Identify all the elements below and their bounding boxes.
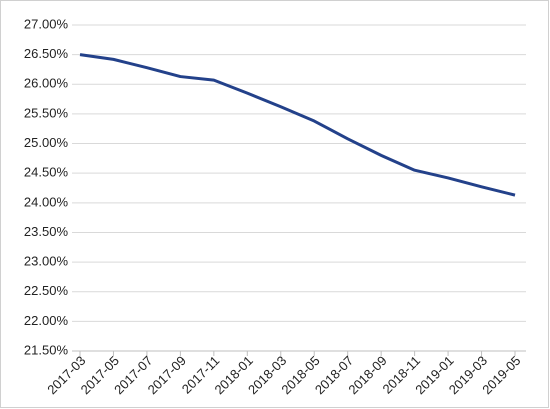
y-tick-label: 27.00%	[24, 16, 69, 31]
y-tick-label: 24.50%	[24, 165, 69, 180]
y-tick-label: 24.00%	[24, 194, 69, 209]
y-tick-label: 22.00%	[24, 313, 69, 328]
y-tick-label: 25.00%	[24, 135, 69, 150]
y-tick-label: 22.50%	[24, 283, 69, 298]
y-tick-label: 25.50%	[24, 105, 69, 120]
y-tick-label: 23.00%	[24, 254, 69, 269]
y-tick-label: 26.50%	[24, 46, 69, 61]
data-line	[79, 53, 516, 197]
y-tick-label: 21.50%	[24, 342, 69, 357]
y-tick-label: 23.50%	[24, 224, 69, 239]
y-tick-label: 26.00%	[24, 76, 69, 91]
